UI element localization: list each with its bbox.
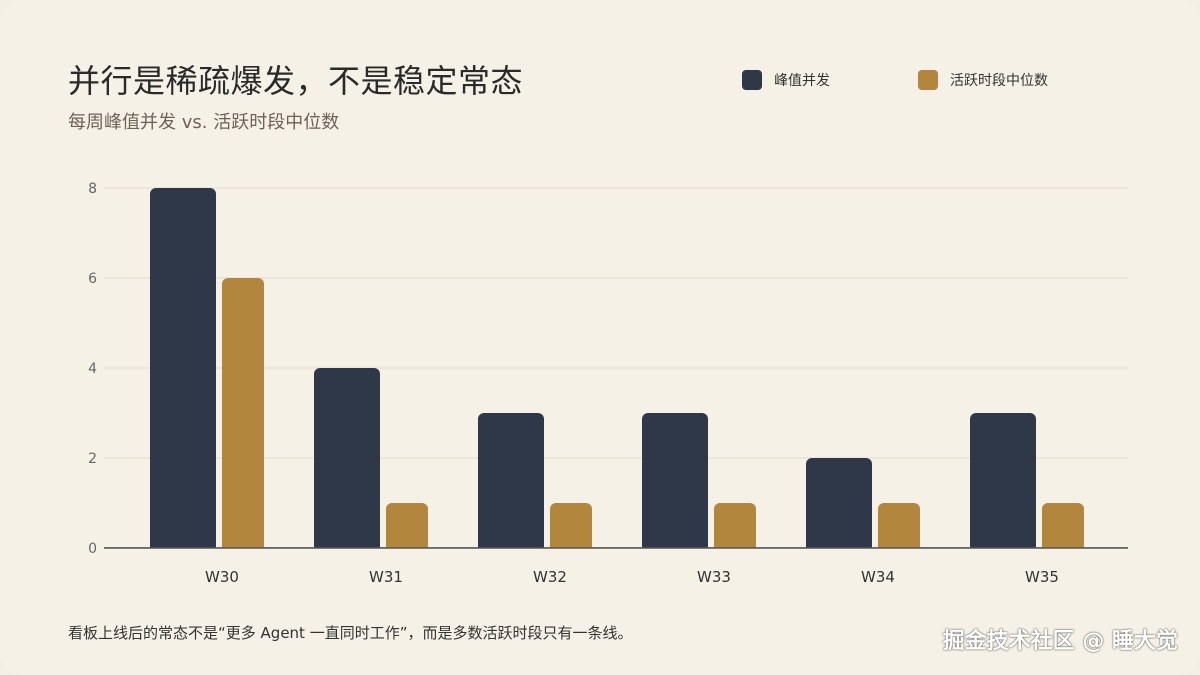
bar-peak	[970, 413, 1036, 552]
bar-median	[714, 503, 756, 552]
legend-item-median: 活跃时段中位数	[918, 70, 1048, 90]
footer-note: 看板上线后的常态不是“更多 Agent 一直同时工作”，而是多数活跃时段只有一条…	[68, 624, 633, 642]
legend-item-peak: 峰值并发	[742, 70, 830, 90]
bar-median	[550, 503, 592, 552]
x-tick-label: W35	[1025, 568, 1059, 586]
x-tick-label: W33	[697, 568, 731, 586]
legend-swatch-peak	[742, 70, 762, 90]
legend-swatch-median	[918, 70, 938, 90]
x-tick-label: W30	[205, 568, 239, 586]
bar-peak	[314, 368, 380, 552]
y-tick-label: 0	[88, 541, 97, 557]
bar-median	[222, 278, 264, 552]
chart-subtitle: 每周峰值并发 vs. 活跃时段中位数	[68, 112, 340, 133]
y-tick-label: 4	[88, 361, 97, 377]
bar-median	[878, 503, 920, 552]
watermark: 掘金技术社区 @ 睡大觉	[942, 629, 1178, 654]
x-tick-label: W31	[369, 568, 403, 586]
baseline-mask	[104, 548, 1128, 554]
bar-median	[386, 503, 428, 552]
y-tick-label: 8	[88, 181, 97, 197]
bar-peak	[150, 188, 216, 552]
x-tick-label: W34	[861, 568, 895, 586]
bar-peak	[478, 413, 544, 552]
bar-peak	[806, 458, 872, 552]
y-tick-label: 6	[88, 271, 97, 287]
legend-label-peak: 峰值并发	[774, 73, 830, 89]
bar-peak	[642, 413, 708, 552]
x-tick-label: W32	[533, 568, 567, 586]
bar-median	[1042, 503, 1084, 552]
chart-title: 并行是稀疏爆发，不是稳定常态	[68, 62, 524, 100]
y-tick-label: 2	[88, 451, 97, 467]
legend-label-median: 活跃时段中位数	[950, 73, 1048, 89]
